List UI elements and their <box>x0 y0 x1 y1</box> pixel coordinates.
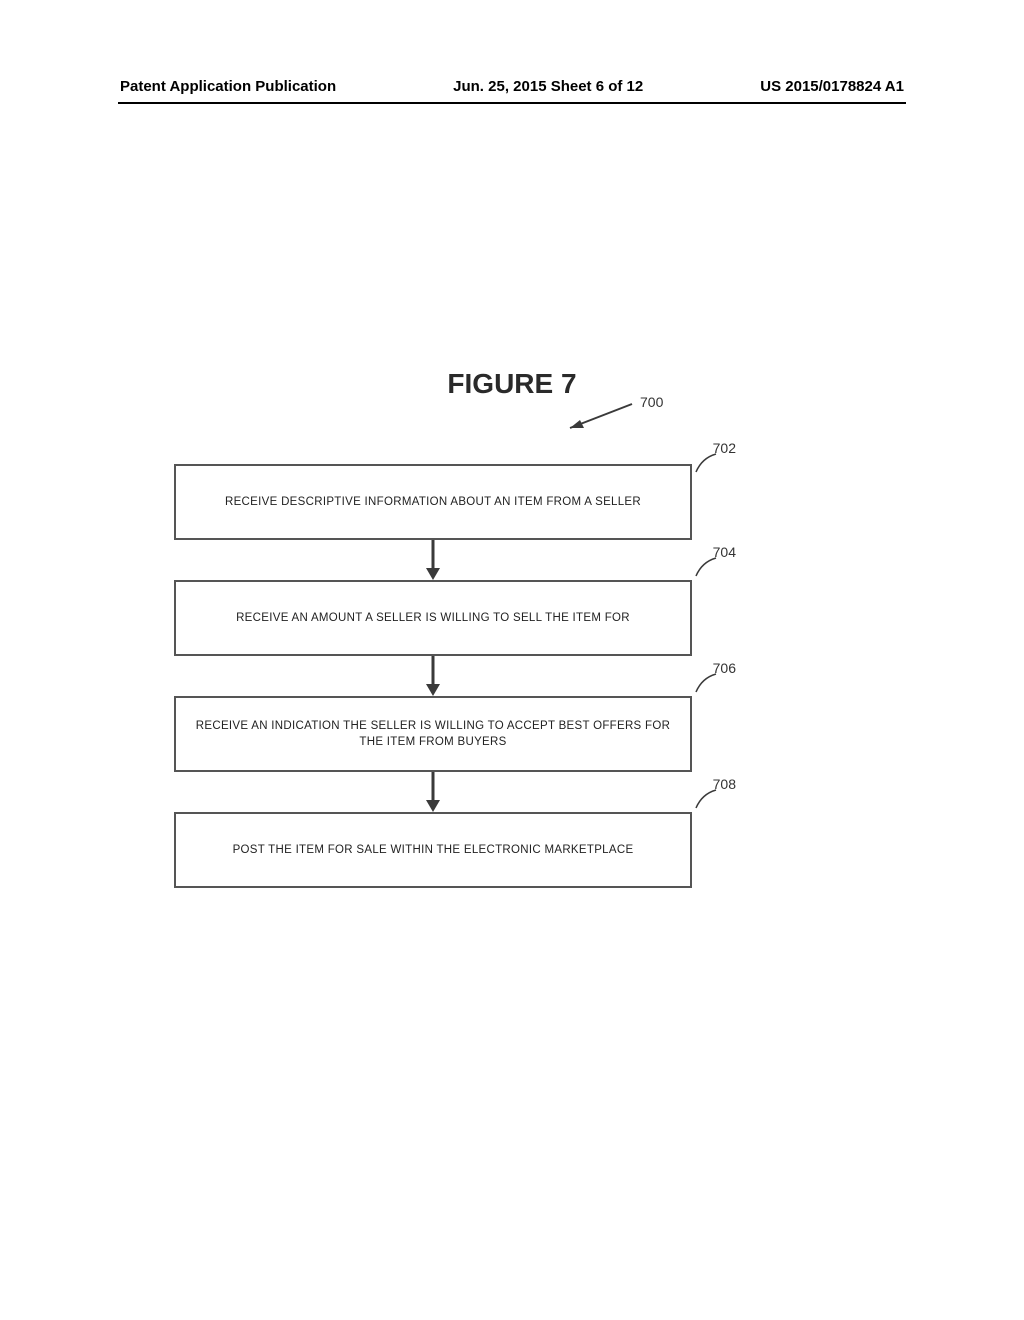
flow-step-704: RECEIVE AN AMOUNT A SELLER IS WILLING TO… <box>174 580 692 656</box>
overall-ref-label: 700 <box>640 394 663 410</box>
ref-curve-icon <box>694 556 718 578</box>
flow-step-text: RECEIVE AN INDICATION THE SELLER IS WILL… <box>194 718 672 750</box>
flow-step-706: RECEIVE AN INDICATION THE SELLER IS WILL… <box>174 696 692 772</box>
header-right: US 2015/0178824 A1 <box>760 78 904 95</box>
overall-ref-arrow-icon <box>560 398 640 438</box>
flow-connector: 708 <box>174 772 692 812</box>
header-center: Jun. 25, 2015 Sheet 6 of 12 <box>453 78 643 95</box>
flow-step-text: RECEIVE AN AMOUNT A SELLER IS WILLING TO… <box>236 610 630 626</box>
flow-connector: 704 <box>174 540 692 580</box>
flow-step-708: POST THE ITEM FOR SALE WITHIN THE ELECTR… <box>174 812 692 888</box>
ref-curve-icon <box>694 788 718 810</box>
flowchart: 702 RECEIVE DESCRIPTIVE INFORMATION ABOU… <box>174 464 692 888</box>
header-rule <box>118 102 906 104</box>
arrow-down-icon <box>423 772 443 812</box>
ref-curve-icon <box>694 452 718 474</box>
ref-curve-icon <box>694 672 718 694</box>
flow-step-702: RECEIVE DESCRIPTIVE INFORMATION ABOUT AN… <box>174 464 692 540</box>
header-left: Patent Application Publication <box>120 78 336 95</box>
figure-title: FIGURE 7 <box>0 368 1024 400</box>
flow-step-text: POST THE ITEM FOR SALE WITHIN THE ELECTR… <box>233 842 634 858</box>
flow-connector: 706 <box>174 656 692 696</box>
arrow-down-icon <box>423 540 443 580</box>
patent-header: Patent Application Publication Jun. 25, … <box>0 78 1024 95</box>
arrow-down-icon <box>423 656 443 696</box>
flow-step-text: RECEIVE DESCRIPTIVE INFORMATION ABOUT AN… <box>225 494 641 510</box>
